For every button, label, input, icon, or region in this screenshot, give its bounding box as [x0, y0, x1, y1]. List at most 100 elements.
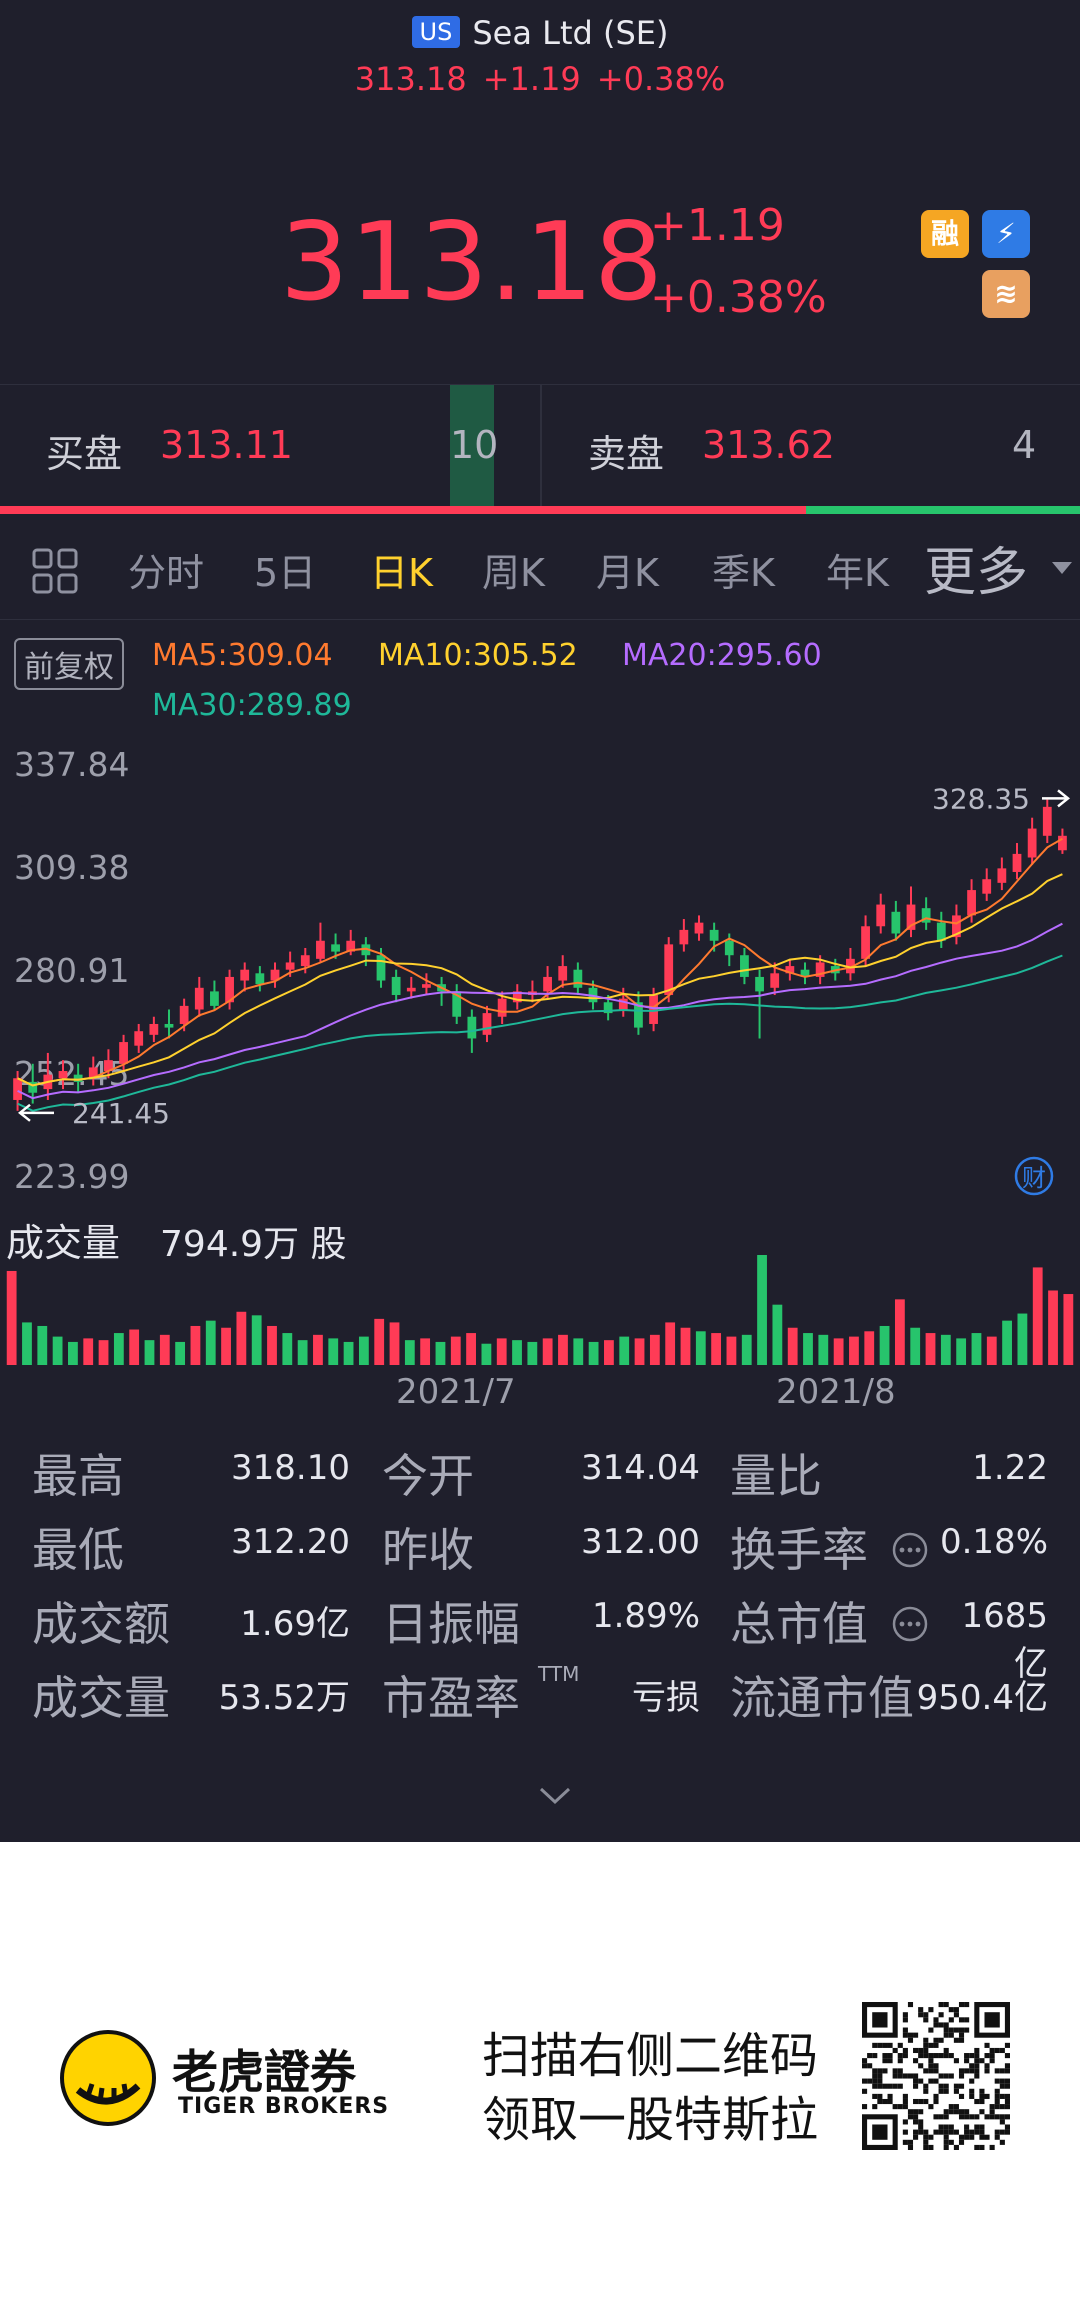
qr-module — [964, 2053, 970, 2059]
candle-body — [709, 929, 719, 941]
qr-module — [943, 2109, 949, 2115]
tab-daily-k[interactable]: 日K — [370, 551, 433, 595]
qr-module — [984, 2093, 990, 2099]
order-book[interactable]: 买盘 313.11 10 卖盘 313.62 4 — [0, 384, 1080, 509]
candle-body — [194, 987, 204, 1010]
stock-title: US Sea Ltd (SE) — [0, 14, 1080, 52]
tab-more[interactable]: 更多 — [924, 543, 1029, 603]
stock-detail-screen: US Sea Ltd (SE) 313.18 +1.19 +0.38% 313.18 … — [0, 0, 1080, 1842]
volume-bar — [374, 1318, 385, 1365]
qr-module — [902, 2119, 908, 2125]
stat-amplitude-label: 日振幅 — [382, 1597, 520, 1651]
volume-bar — [757, 1255, 767, 1365]
tab-weekly-k[interactable]: 周K — [482, 551, 545, 595]
qr-module — [999, 2114, 1005, 2120]
candle-body — [800, 969, 810, 977]
candle-body — [255, 973, 265, 985]
qr-module — [913, 2032, 919, 2038]
margin-badge-icon[interactable]: 融 — [921, 210, 969, 258]
qr-module — [918, 2047, 924, 2054]
qr-module — [1004, 2124, 1010, 2130]
candle-body — [952, 915, 961, 938]
candle-body — [210, 991, 219, 1006]
qr-code-icon[interactable] — [862, 2002, 1010, 2150]
qr-module — [948, 2032, 954, 2038]
qr-module — [933, 2078, 939, 2084]
qr-module — [953, 2129, 959, 2135]
qr-module — [953, 2058, 959, 2064]
expand-chevron-icon[interactable] — [538, 1786, 572, 1806]
qr-module — [958, 2002, 965, 2008]
volume-bar — [466, 1333, 476, 1365]
volume-bar — [1002, 1320, 1012, 1365]
volume-bar — [573, 1338, 584, 1365]
qr-module — [913, 2134, 919, 2140]
qr-module — [928, 2104, 934, 2110]
candle-body — [603, 1002, 613, 1014]
candle-body — [664, 944, 674, 996]
qr-module — [989, 2104, 995, 2110]
qr-module — [933, 2063, 939, 2069]
qr-module — [918, 2063, 924, 2069]
qr-module — [907, 2073, 914, 2079]
layers-badge-icon[interactable]: ≋ — [982, 270, 1030, 318]
volume-bar — [1032, 1267, 1043, 1365]
qr-module — [948, 2027, 954, 2033]
qr-module — [1004, 2078, 1010, 2084]
candlestick-chart[interactable]: 337.84309.38280.91252.45223.99328.35241.… — [0, 740, 1080, 1200]
volume-bar — [849, 1336, 859, 1365]
lightning-badge-icon[interactable]: ⚡ — [982, 210, 1030, 258]
ask-qty: 4 — [1012, 423, 1037, 467]
qr-module — [923, 2012, 929, 2018]
qr-module — [938, 2037, 944, 2043]
volume-bar — [52, 1336, 63, 1365]
candle-body — [482, 1013, 492, 1035]
qr-module — [938, 2114, 944, 2120]
volume-bar — [404, 1340, 415, 1365]
qr-module — [964, 2068, 970, 2074]
candle-body — [240, 969, 250, 981]
stat-turnover-label: 换手率 — [730, 1523, 868, 1577]
qr-module — [862, 2058, 868, 2064]
tab-quarterly-k[interactable]: 季K — [712, 551, 775, 595]
info-more-icon[interactable] — [892, 1606, 928, 1642]
qr-module — [943, 2047, 949, 2054]
tab-intraday[interactable]: 分时 — [128, 551, 205, 595]
low-marker-label: 241.45 — [72, 1097, 170, 1130]
grid-layout-icon[interactable] — [32, 548, 78, 594]
candle-body — [649, 995, 658, 1024]
candle-body — [876, 904, 886, 927]
qr-module — [948, 2129, 954, 2135]
qr-module — [958, 2017, 965, 2023]
qr-module — [872, 2093, 878, 2099]
info-more-icon[interactable] — [892, 1532, 928, 1568]
bid-ratio-bar — [0, 506, 806, 514]
qr-module — [979, 2124, 985, 2130]
qr-module — [913, 2109, 919, 2115]
volume-chart[interactable] — [0, 1250, 1080, 1365]
chevron-down-icon[interactable] — [1052, 562, 1072, 576]
volume-bar — [420, 1338, 431, 1365]
tab-yearly-k[interactable]: 年K — [826, 551, 889, 595]
ma20-line — [17, 922, 1063, 1100]
qr-module — [933, 2037, 939, 2043]
volume-bar — [604, 1340, 614, 1365]
promo-line-1: 扫描右侧二维码 — [482, 2028, 819, 2084]
qr-module — [1004, 2042, 1010, 2048]
qr-module — [953, 2088, 959, 2094]
qr-module — [902, 2093, 908, 2099]
qr-module — [923, 2017, 929, 2023]
qr-module — [958, 2068, 965, 2074]
stat-market-cap-value: 1685亿 — [961, 1596, 1048, 1684]
volume-bar — [175, 1341, 186, 1365]
qr-module — [938, 2088, 944, 2094]
price-adjust-button[interactable]: 前复权 — [14, 638, 124, 690]
ma5-label: MA5:309.04 — [152, 638, 333, 673]
qr-module — [969, 2093, 975, 2099]
stat-open-label: 今开 — [382, 1449, 474, 1503]
qr-module — [892, 2068, 898, 2074]
tab-monthly-k[interactable]: 月K — [596, 551, 659, 595]
tab-5day[interactable]: 5日 — [254, 551, 317, 595]
y-tick-label: 309.38 — [14, 848, 129, 887]
y-tick-label: 280.91 — [14, 951, 129, 990]
